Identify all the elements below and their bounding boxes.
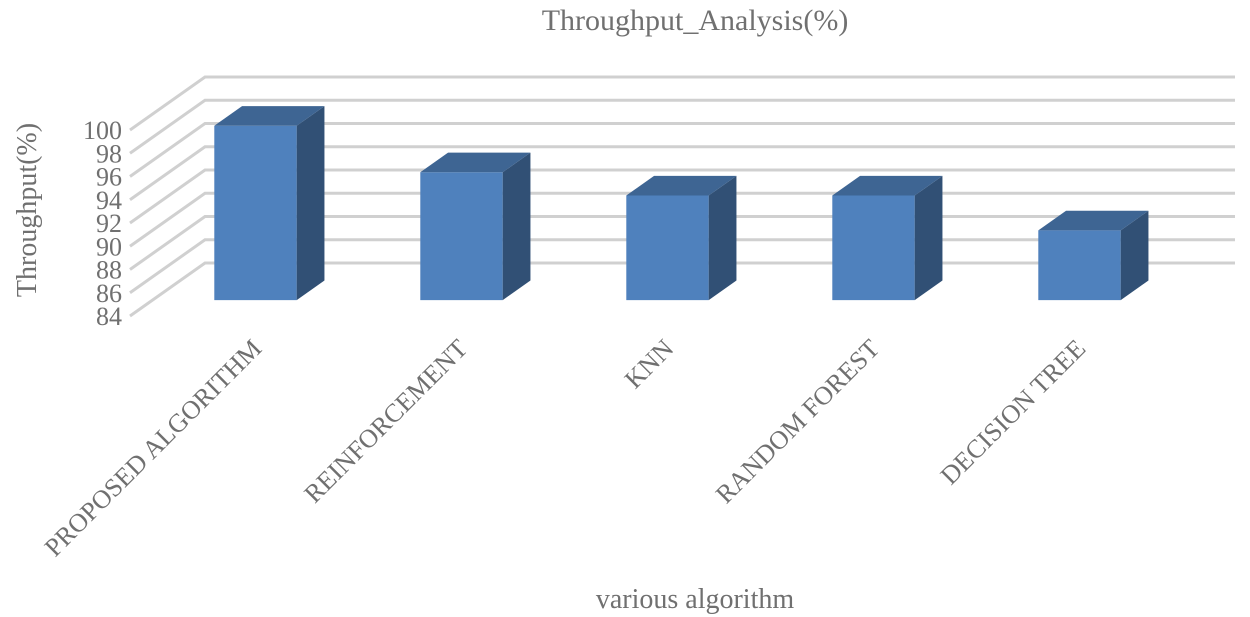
y-tick-label: 90 [96,232,122,261]
bar [832,175,943,301]
bar-front [1038,230,1121,301]
bar-side [502,152,531,301]
x-tick-label: PROPOSED ALGORITHM [39,334,267,562]
bar-top [420,152,531,173]
x-tick-label: KNN [619,334,679,394]
y-tick-label: 92 [96,209,122,238]
bar-top [832,175,943,196]
x-tick-label: RANDOM FOREST [710,334,885,509]
bar [214,106,325,301]
bar-side [708,175,737,301]
y-tick-label: 96 [96,163,122,192]
chart-title: Throughput_Analysis(%) [542,4,849,37]
bar [1038,210,1149,301]
y-tick-label: 100 [83,116,122,145]
bar-side [296,106,325,301]
grid-line [129,98,1235,155]
grid-line [129,168,1235,225]
x-axis-title: various algorithm [596,584,795,615]
bar-top [1038,210,1149,231]
bar [420,152,531,301]
y-tick-label: 98 [96,139,122,168]
x-tick-label: DECISION TREE [935,334,1092,491]
y-tick-label: 84 [96,302,122,331]
grid-line [129,75,1235,132]
y-tick-label: 86 [96,279,122,308]
x-tick-label: REINFORCEMENT [298,334,473,509]
bar-front [420,172,503,301]
y-tick-label: 88 [96,256,122,285]
bar-front [214,125,297,301]
grid-line [129,145,1235,201]
y-axis-title: Throughput(%) [12,123,43,297]
bar-top [214,106,325,126]
y-tick-label: 94 [96,186,122,215]
bar-side [1120,210,1149,301]
bar-top [626,175,737,196]
bar [626,175,737,301]
grid-line [129,122,1235,178]
bar-front [626,195,709,301]
bar-side [914,175,943,301]
bar-front [832,195,915,301]
